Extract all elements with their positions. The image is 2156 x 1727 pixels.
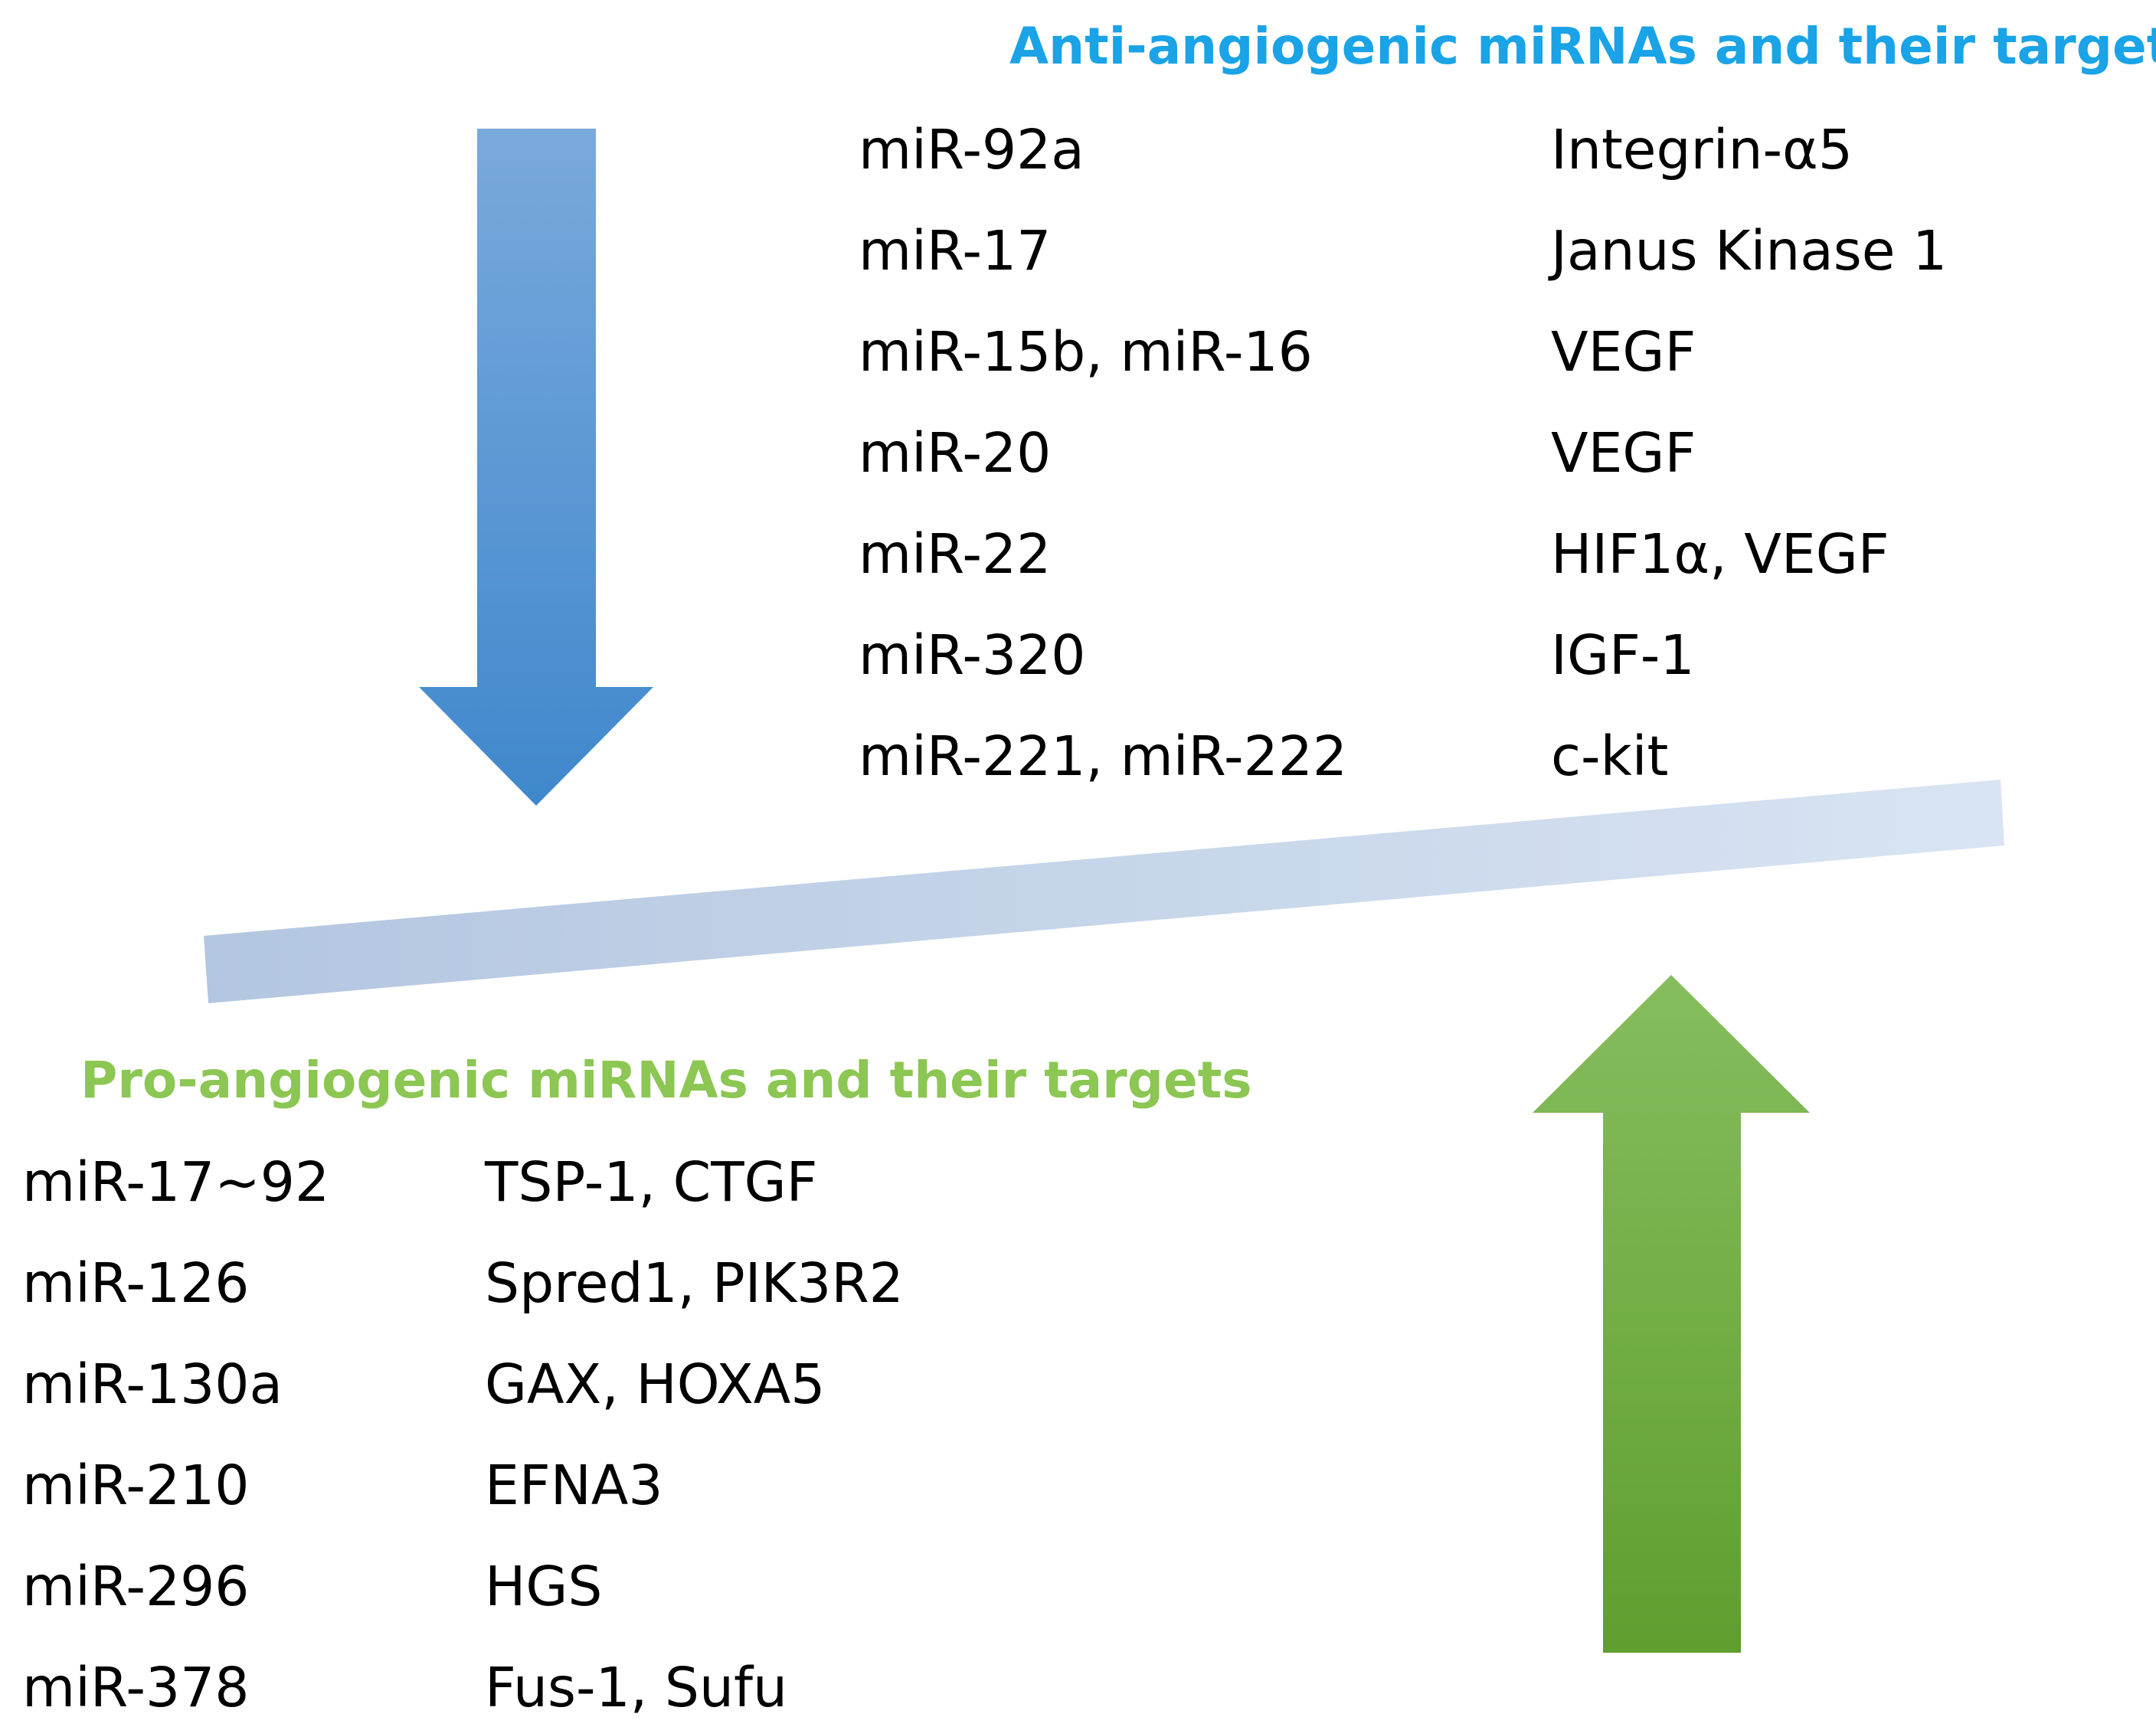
anti-mirna: miR-92a (859, 118, 1085, 182)
anti-target: Integrin-α5 (1551, 118, 1853, 182)
pro-mirna: miR-378 (22, 1656, 250, 1719)
pro-target: HGS (485, 1555, 603, 1618)
anti-target: HIF1α, VEGF (1551, 522, 1889, 586)
up-arrow-icon (1533, 975, 1810, 1653)
anti-target: IGF-1 (1551, 623, 1695, 687)
pro-mirna: miR-17~92 (22, 1150, 330, 1214)
anti-mirna: miR-15b, miR-16 (859, 320, 1313, 384)
anti-target: c-kit (1551, 724, 1669, 788)
pro-target: GAX, HOXA5 (485, 1352, 826, 1416)
anti-mirna: miR-22 (859, 522, 1052, 586)
anti-mirna: miR-17 (859, 219, 1052, 283)
anti-target: Janus Kinase 1 (1551, 219, 1948, 283)
anti-mirna: miR-320 (859, 623, 1086, 687)
anti-angiogenic-title: Anti-angiogenic miRNAs and their targets (1009, 17, 2156, 76)
pro-target: TSP-1, CTGF (485, 1150, 818, 1214)
pro-target: Spred1, PIK3R2 (485, 1251, 904, 1315)
pro-target: Fus-1, Sufu (485, 1656, 787, 1719)
pro-mirna: miR-296 (22, 1555, 250, 1618)
anti-mirna: miR-20 (859, 421, 1052, 485)
pro-angiogenic-title: Pro-angiogenic miRNAs and their targets (80, 1051, 1252, 1110)
down-arrow-icon (419, 129, 653, 806)
balance-bar (204, 780, 2004, 1003)
anti-target: VEGF (1551, 421, 1696, 485)
pro-mirna: miR-130a (22, 1352, 283, 1416)
pro-mirna: miR-126 (22, 1251, 250, 1315)
anti-target: VEGF (1551, 320, 1696, 384)
anti-mirna: miR-221, miR-222 (859, 724, 1348, 788)
pro-mirna: miR-210 (22, 1454, 250, 1517)
pro-target: EFNA3 (485, 1454, 663, 1517)
